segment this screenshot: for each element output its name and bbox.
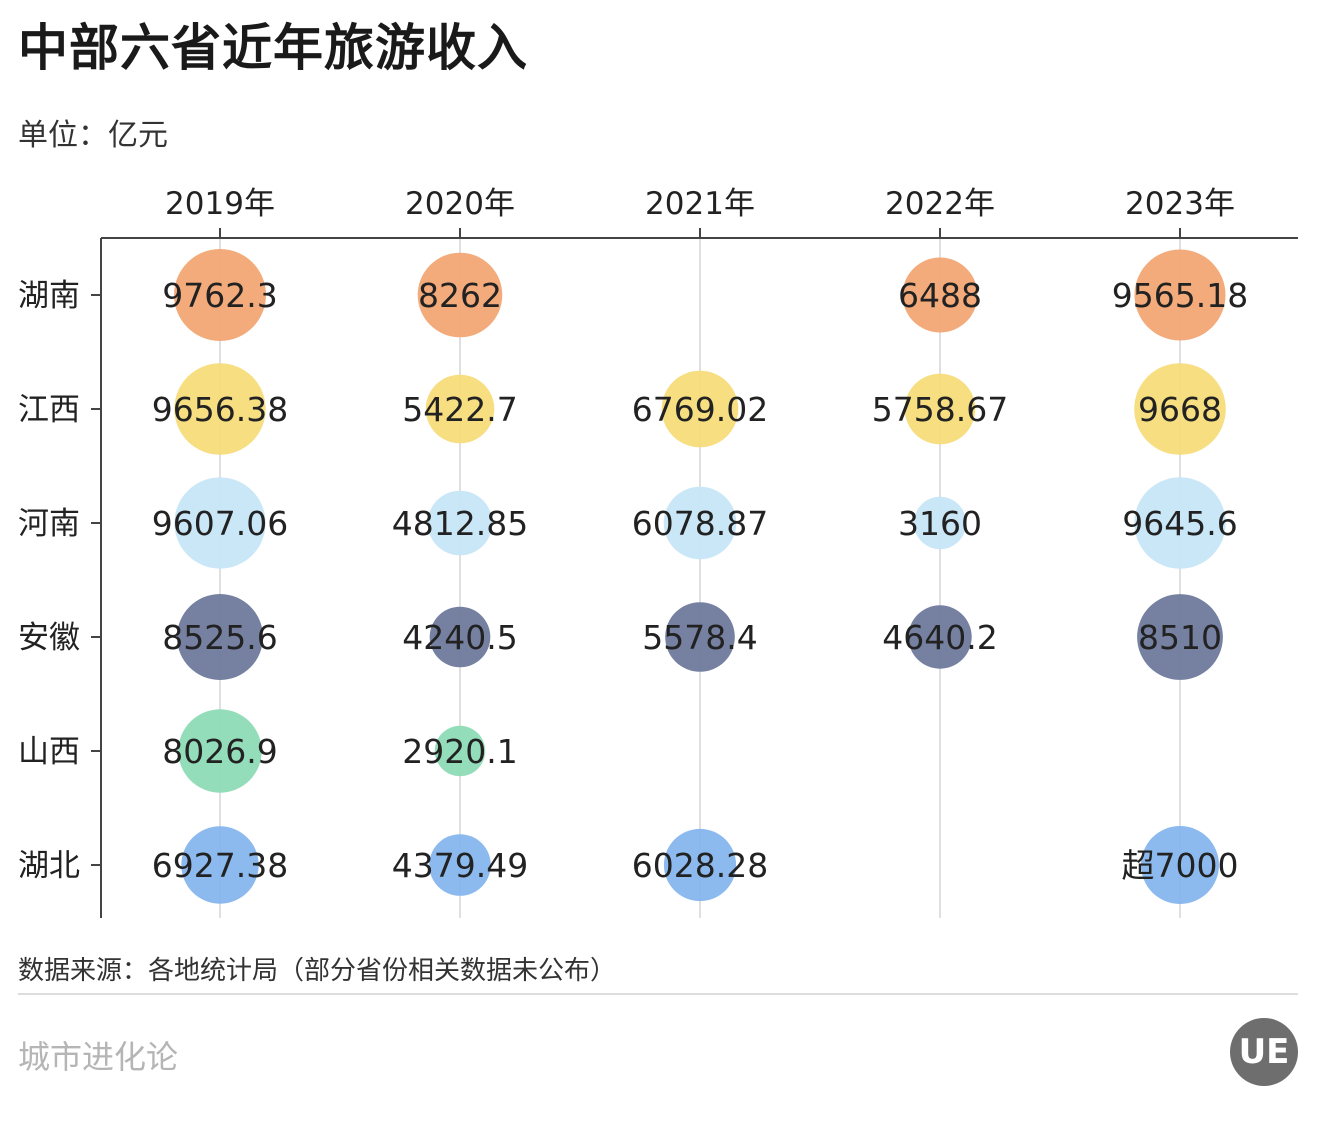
bubble	[661, 370, 739, 448]
bubble	[1134, 363, 1226, 455]
data-label: 5422.7	[402, 390, 517, 429]
data-label: 8510	[1138, 618, 1222, 657]
data-label: 3160	[898, 504, 982, 543]
bubble	[1141, 826, 1219, 904]
bubble	[417, 252, 503, 338]
bubble	[174, 249, 266, 341]
bubble	[1137, 594, 1223, 680]
data-label: 8026.9	[162, 732, 277, 771]
bubble	[434, 725, 486, 777]
y-tick-label: 安徽	[18, 620, 80, 656]
bubble	[663, 828, 737, 902]
unit-label: 单位：亿元	[18, 118, 168, 153]
data-label: 9668	[1138, 390, 1222, 429]
bubble	[177, 594, 263, 680]
bubble	[174, 477, 266, 569]
x-tick-label: 2021年	[645, 186, 755, 222]
data-label: 9645.6	[1122, 504, 1237, 543]
bubble	[429, 606, 491, 668]
y-tick-label: 河南	[18, 506, 80, 542]
bubble	[663, 486, 737, 560]
data-label: 4812.85	[392, 504, 528, 543]
footer-divider	[18, 993, 1298, 995]
data-label: 9656.38	[152, 390, 288, 429]
bubble	[429, 834, 491, 896]
data-label: 6927.38	[152, 846, 288, 885]
y-tick-label: 湖北	[18, 848, 80, 884]
y-tick-label: 山西	[18, 734, 80, 770]
bubble	[908, 605, 972, 669]
data-label: 2920.1	[402, 732, 517, 771]
x-tick-label: 2020年	[405, 186, 515, 222]
brand-logo: UE	[1230, 1018, 1298, 1086]
x-tick-label: 2023年	[1125, 186, 1235, 222]
data-label: 4379.49	[392, 846, 528, 885]
data-label: 8262	[418, 276, 502, 315]
data-label: 9565.18	[1112, 276, 1248, 315]
data-label: 4640.2	[882, 618, 997, 657]
bubble	[174, 363, 266, 455]
data-label: 4240.5	[402, 618, 517, 657]
data-label: 超7000	[1122, 846, 1239, 885]
chart-title: 中部六省近年旅游收入	[18, 19, 528, 77]
bubble	[665, 602, 735, 672]
data-label: 6028.28	[632, 846, 768, 885]
bubble	[178, 709, 262, 793]
data-label: 5758.67	[872, 390, 1008, 429]
bubble	[1134, 477, 1226, 569]
bubble	[181, 826, 259, 904]
data-label: 9762.3	[162, 276, 277, 315]
y-tick-label: 江西	[18, 392, 80, 428]
bubble	[904, 373, 976, 445]
bubble	[1134, 249, 1226, 341]
x-tick-label: 2022年	[885, 186, 995, 222]
data-label: 6769.02	[632, 390, 768, 429]
bubble	[913, 496, 967, 550]
data-source-note: 数据来源：各地统计局（部分省份相关数据未公布）	[18, 956, 617, 986]
y-tick-label: 湖南	[18, 278, 80, 314]
data-label: 8525.6	[162, 618, 277, 657]
bubble	[425, 374, 495, 444]
data-label: 6488	[898, 276, 982, 315]
data-label: 5578.4	[642, 618, 757, 657]
data-label: 9607.06	[152, 504, 288, 543]
brand-name: 城市进化论	[18, 1038, 179, 1076]
data-label: 6078.87	[632, 504, 768, 543]
x-tick-label: 2019年	[165, 186, 275, 222]
bubble	[427, 490, 493, 556]
bubble	[902, 257, 978, 333]
